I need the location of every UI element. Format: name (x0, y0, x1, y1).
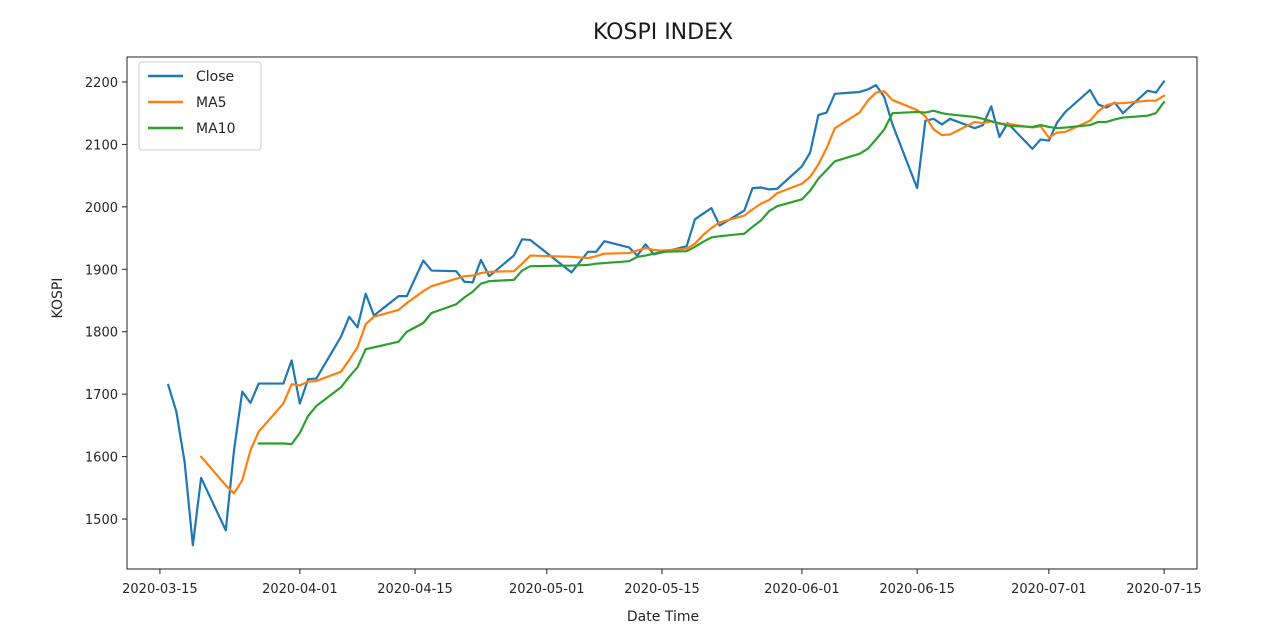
series-line-ma5 (199, 90, 1166, 495)
series-line-ma10 (257, 100, 1166, 446)
plot-frame (126, 56, 1198, 570)
y-axis-ticks: 1500 1600 1700 1800 1900 2000 2100 2200 (85, 76, 127, 528)
y-tick-label: 1800 (85, 326, 118, 341)
y-tick-label: 1700 (85, 388, 118, 403)
y-axis-label: KOSPI (50, 278, 66, 319)
y-tick-label: 2000 (85, 201, 118, 216)
x-axis-label: Date Time (627, 609, 699, 625)
legend-label-close: Close (196, 69, 234, 85)
x-tick-label: 2020-06-01 (764, 582, 840, 597)
legend: Close MA5 MA10 (138, 61, 262, 151)
x-tick-label: 2020-05-15 (624, 582, 700, 597)
x-tick-label: 2020-07-15 (1126, 582, 1202, 597)
x-tick-label: 2020-03-15 (122, 582, 198, 597)
x-tick-label: 2020-05-01 (509, 582, 585, 597)
y-tick-label: 1900 (85, 263, 118, 278)
x-tick-label: 2020-04-15 (377, 582, 453, 597)
legend-label-ma10: MA10 (196, 121, 235, 137)
x-tick-label: 2020-06-15 (879, 582, 955, 597)
series-line-close (167, 80, 1166, 547)
series-layer (167, 80, 1166, 547)
y-tick-label: 2100 (85, 138, 118, 153)
y-tick-label: 1500 (85, 513, 118, 528)
chart-title: KOSPI INDEX (593, 20, 733, 45)
y-tick-label: 2200 (85, 76, 118, 91)
x-tick-label: 2020-04-01 (262, 582, 338, 597)
x-tick-label: 2020-07-01 (1011, 582, 1087, 597)
legend-label-ma5: MA5 (196, 95, 227, 111)
x-axis-ticks: 2020-03-15 2020-04-01 2020-04-15 2020-05-01… (122, 569, 1202, 597)
y-tick-label: 1600 (85, 451, 118, 466)
